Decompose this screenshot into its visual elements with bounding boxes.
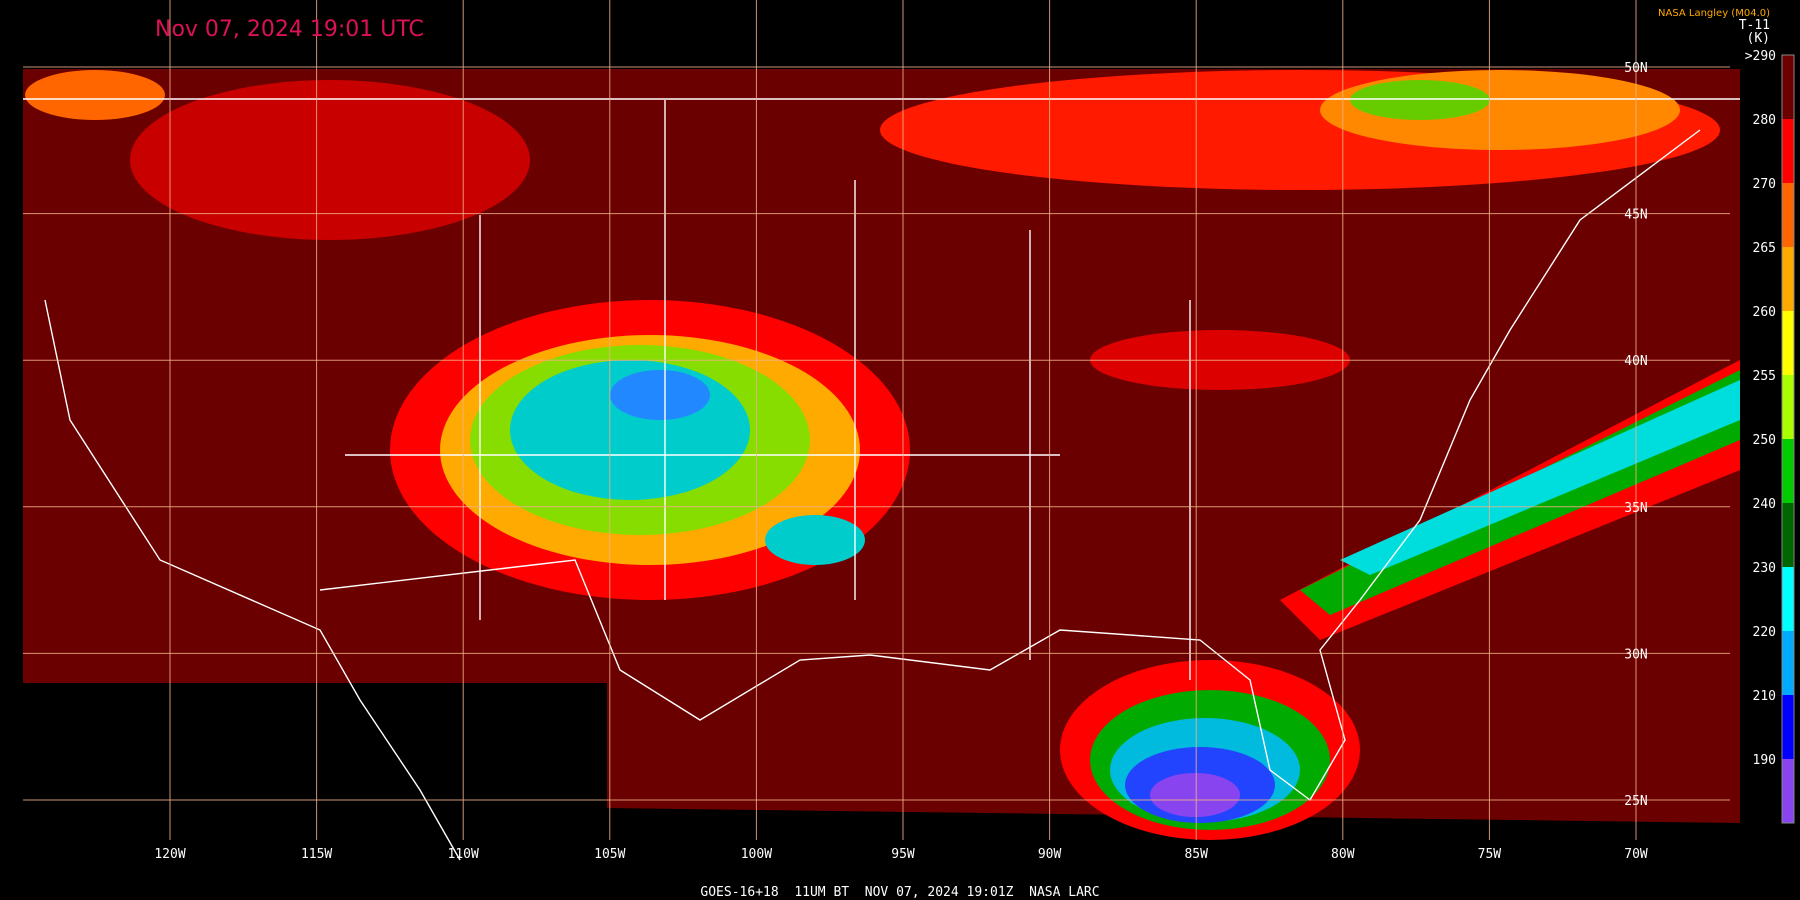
colorbar-segment bbox=[1782, 631, 1794, 695]
colorbar-segment bbox=[1782, 503, 1794, 567]
product-label: T-11 bbox=[1739, 18, 1770, 33]
colorbar-segment bbox=[1782, 567, 1794, 631]
boundaries bbox=[23, 98, 1740, 861]
coastline bbox=[44, 299, 461, 861]
longitude-label: 105W bbox=[594, 847, 625, 862]
timestamp-title: Nov 07, 2024 19:01 UTC bbox=[155, 17, 424, 42]
colorbar-segment bbox=[1782, 375, 1794, 439]
state-line bbox=[345, 100, 1191, 680]
colorbar-segment bbox=[1782, 183, 1794, 247]
colorbar-label: 230 bbox=[1753, 561, 1776, 576]
colorbar-label: 270 bbox=[1753, 177, 1776, 192]
longitude-label: 120W bbox=[154, 847, 185, 862]
colorbar-segment bbox=[1782, 247, 1794, 311]
colorbar: >290 280 270 265 260 255 250 240 230 220 210 190 bbox=[1745, 49, 1795, 824]
colorbar-label: >290 bbox=[1745, 49, 1776, 64]
latitude-label: 25N bbox=[1624, 794, 1647, 809]
colorbar-segment bbox=[1782, 695, 1794, 759]
longitude-label: 85W bbox=[1184, 847, 1208, 862]
latitude-label: 50N bbox=[1624, 61, 1647, 76]
longitude-label: 90W bbox=[1038, 847, 1062, 862]
colorbar-segment bbox=[1782, 119, 1794, 183]
colorbar-label: 250 bbox=[1753, 433, 1776, 448]
colorbar-label: 240 bbox=[1753, 497, 1776, 512]
cloud bbox=[610, 370, 710, 420]
colorbar-label: 260 bbox=[1753, 305, 1776, 320]
longitude-label: 70W bbox=[1624, 847, 1648, 862]
coastline bbox=[319, 129, 1701, 802]
graticule: 120W 115W 110W 105W 100W 95W 90W 85W 80W 75W 70W 50… bbox=[23, 0, 1730, 862]
latitude-label: 35N bbox=[1624, 501, 1647, 516]
longitude-label: 110W bbox=[448, 847, 479, 862]
unit-label: (K) bbox=[1747, 31, 1770, 46]
colorbar-frame bbox=[1781, 54, 1795, 824]
colorbar-label: 210 bbox=[1753, 689, 1776, 704]
longitude-label: 95W bbox=[891, 847, 915, 862]
colorbar-segment bbox=[1782, 759, 1794, 823]
colorbar-label: 265 bbox=[1753, 241, 1776, 256]
colorbar-label: 220 bbox=[1753, 625, 1776, 640]
colorbar-segment bbox=[1782, 55, 1794, 119]
latitude-label: 30N bbox=[1624, 647, 1647, 662]
longitude-label: 100W bbox=[741, 847, 772, 862]
cloud bbox=[765, 515, 865, 565]
colorbar-label: 190 bbox=[1753, 753, 1776, 768]
latitude-label: 45N bbox=[1624, 208, 1647, 223]
cloud bbox=[1350, 80, 1490, 120]
cloud bbox=[1340, 380, 1740, 575]
cloud-features bbox=[25, 70, 1740, 840]
longitude-label: 75W bbox=[1478, 847, 1502, 862]
latitude-label: 40N bbox=[1624, 354, 1647, 369]
colorbar-segment bbox=[1782, 439, 1794, 503]
longitude-label: 115W bbox=[301, 847, 332, 862]
cloud bbox=[1150, 773, 1240, 817]
colorbar-segment bbox=[1782, 311, 1794, 375]
longitude-label: 80W bbox=[1331, 847, 1355, 862]
cloud bbox=[25, 70, 165, 120]
colorbar-label: 255 bbox=[1753, 369, 1776, 384]
colorbar-label: 280 bbox=[1753, 113, 1776, 128]
footer: GOES-16+18 11UM BT NOV 07, 2024 19:01Z N… bbox=[700, 885, 1099, 900]
cloud bbox=[130, 80, 530, 240]
source-label: NASA Langley (M04.0) bbox=[1658, 8, 1770, 19]
